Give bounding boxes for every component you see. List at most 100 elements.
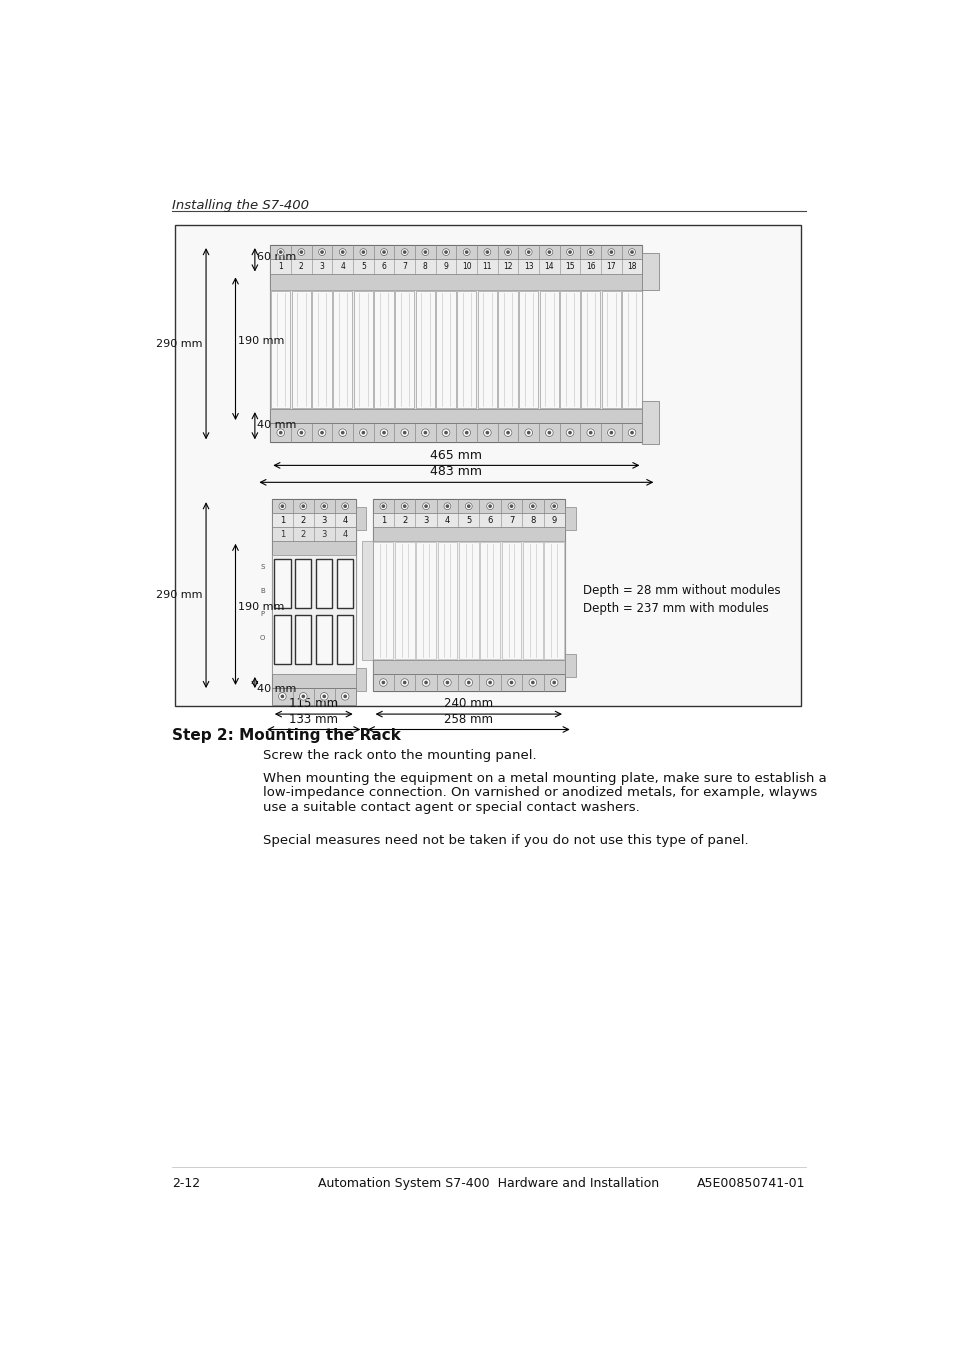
Circle shape <box>281 505 283 508</box>
Circle shape <box>323 695 325 698</box>
Bar <box>270 290 641 409</box>
Text: Depth = 237 mm with modules: Depth = 237 mm with modules <box>582 602 768 616</box>
Circle shape <box>486 432 488 433</box>
Bar <box>641 252 659 290</box>
Circle shape <box>444 432 447 433</box>
Bar <box>274 559 291 609</box>
Bar <box>395 543 415 659</box>
Text: 13: 13 <box>523 262 533 271</box>
Bar <box>270 409 641 423</box>
Text: 8: 8 <box>422 262 427 271</box>
Text: 7: 7 <box>508 516 514 525</box>
Bar <box>560 292 579 408</box>
Bar <box>354 292 373 408</box>
Circle shape <box>566 248 573 255</box>
Text: 4: 4 <box>444 516 450 525</box>
Text: S: S <box>260 564 265 570</box>
Text: 2: 2 <box>298 262 303 271</box>
Circle shape <box>527 432 529 433</box>
Circle shape <box>587 248 594 255</box>
Bar <box>479 543 499 659</box>
Circle shape <box>424 432 426 433</box>
Text: 2: 2 <box>300 516 306 525</box>
Circle shape <box>299 502 307 510</box>
Circle shape <box>627 429 636 436</box>
Text: 3: 3 <box>321 531 327 539</box>
Bar <box>270 274 641 290</box>
Bar <box>498 292 517 408</box>
Circle shape <box>442 248 449 255</box>
Bar <box>294 614 311 664</box>
Text: 40 mm: 40 mm <box>257 684 296 694</box>
Bar <box>315 614 332 664</box>
Circle shape <box>529 502 536 510</box>
Text: 4: 4 <box>342 531 348 539</box>
Circle shape <box>483 248 491 255</box>
Text: Special measures need not be taken if you do not use this type of panel.: Special measures need not be taken if yo… <box>262 834 747 848</box>
Text: 40 mm: 40 mm <box>257 420 296 431</box>
Text: 258 mm: 258 mm <box>444 713 493 726</box>
Text: Depth = 28 mm without modules: Depth = 28 mm without modules <box>582 585 780 597</box>
Circle shape <box>607 429 615 436</box>
Bar <box>373 674 564 691</box>
Text: 12: 12 <box>503 262 513 271</box>
Circle shape <box>382 432 385 433</box>
Circle shape <box>403 505 405 508</box>
Text: 5: 5 <box>360 262 365 271</box>
Text: P: P <box>260 612 264 617</box>
Bar <box>539 292 558 408</box>
Bar <box>292 292 311 408</box>
Bar <box>601 292 620 408</box>
Text: 7: 7 <box>402 262 407 271</box>
Bar <box>375 292 394 408</box>
Text: 9: 9 <box>443 262 448 271</box>
Circle shape <box>553 682 555 683</box>
Circle shape <box>525 248 532 255</box>
Circle shape <box>628 248 635 255</box>
Text: 290 mm: 290 mm <box>155 590 202 599</box>
Circle shape <box>297 429 305 436</box>
Bar <box>522 543 542 659</box>
Circle shape <box>486 679 494 686</box>
Circle shape <box>281 695 283 698</box>
Circle shape <box>341 432 343 433</box>
Circle shape <box>424 251 426 254</box>
Bar <box>373 513 564 526</box>
Circle shape <box>504 248 511 255</box>
Circle shape <box>359 429 367 436</box>
Bar <box>272 500 355 513</box>
Circle shape <box>424 682 427 683</box>
Text: 1: 1 <box>278 262 283 271</box>
Circle shape <box>299 693 307 701</box>
Text: low-impedance connection. On varnished or anodized metals, for example, wlayws: low-impedance connection. On varnished o… <box>262 787 816 799</box>
Circle shape <box>422 679 430 686</box>
Circle shape <box>443 679 451 686</box>
Circle shape <box>380 248 387 255</box>
Circle shape <box>586 429 594 436</box>
Text: 16: 16 <box>585 262 595 271</box>
Circle shape <box>320 251 323 254</box>
Text: 2: 2 <box>300 531 306 539</box>
Text: 8: 8 <box>530 516 535 525</box>
Bar <box>315 559 332 609</box>
Circle shape <box>320 693 328 701</box>
Text: 3: 3 <box>423 516 428 525</box>
Bar <box>373 500 564 691</box>
Circle shape <box>446 682 448 683</box>
Circle shape <box>338 429 346 436</box>
Text: 4: 4 <box>342 516 348 525</box>
Text: 18: 18 <box>627 262 636 271</box>
Bar <box>477 292 497 408</box>
Bar <box>336 614 353 664</box>
Circle shape <box>568 432 571 433</box>
Bar <box>270 259 641 274</box>
Circle shape <box>382 682 384 683</box>
Circle shape <box>276 429 284 436</box>
Circle shape <box>403 251 405 254</box>
Text: 60 mm: 60 mm <box>257 252 296 262</box>
Text: 4: 4 <box>340 262 345 271</box>
Text: 115 mm: 115 mm <box>289 697 338 710</box>
Text: When mounting the equipment on a metal mounting plate, make sure to establish a: When mounting the equipment on a metal m… <box>262 772 825 784</box>
Circle shape <box>527 251 529 254</box>
Circle shape <box>341 693 349 701</box>
